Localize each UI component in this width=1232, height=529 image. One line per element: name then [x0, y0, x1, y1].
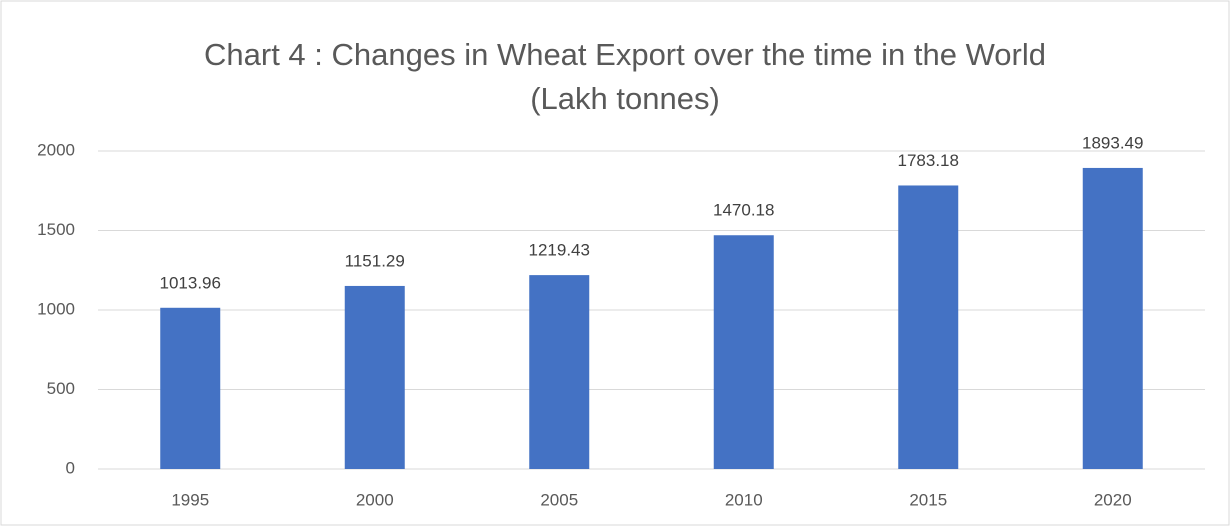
bar — [1082, 167, 1143, 469]
chart-title: (Lakh tonnes) — [530, 81, 720, 116]
data-label: 1893.49 — [1082, 133, 1143, 152]
x-tick-label: 2005 — [540, 490, 578, 509]
x-tick-label: 2000 — [356, 490, 394, 509]
y-tick-label: 2000 — [37, 140, 75, 159]
y-tick-label: 0 — [66, 458, 75, 477]
x-tick-label: 1995 — [171, 490, 209, 509]
bar — [160, 307, 221, 469]
y-tick-label: 1000 — [37, 299, 75, 318]
data-label: 1219.43 — [529, 241, 590, 260]
x-tick-label: 2015 — [909, 490, 947, 509]
bar — [898, 185, 959, 470]
y-tick-label: 1500 — [37, 220, 75, 239]
x-tick-label: 2020 — [1094, 490, 1132, 509]
data-label: 1783.18 — [898, 151, 959, 170]
bar — [713, 235, 774, 469]
x-tick-label: 2010 — [725, 490, 763, 509]
y-tick-label: 500 — [47, 379, 75, 398]
data-label: 1013.96 — [160, 273, 221, 292]
bar — [344, 285, 405, 469]
bar — [529, 275, 590, 469]
chart-title: Chart 4 : Changes in Wheat Export over t… — [204, 37, 1046, 72]
data-label: 1151.29 — [345, 251, 405, 270]
data-label: 1470.18 — [713, 201, 774, 220]
